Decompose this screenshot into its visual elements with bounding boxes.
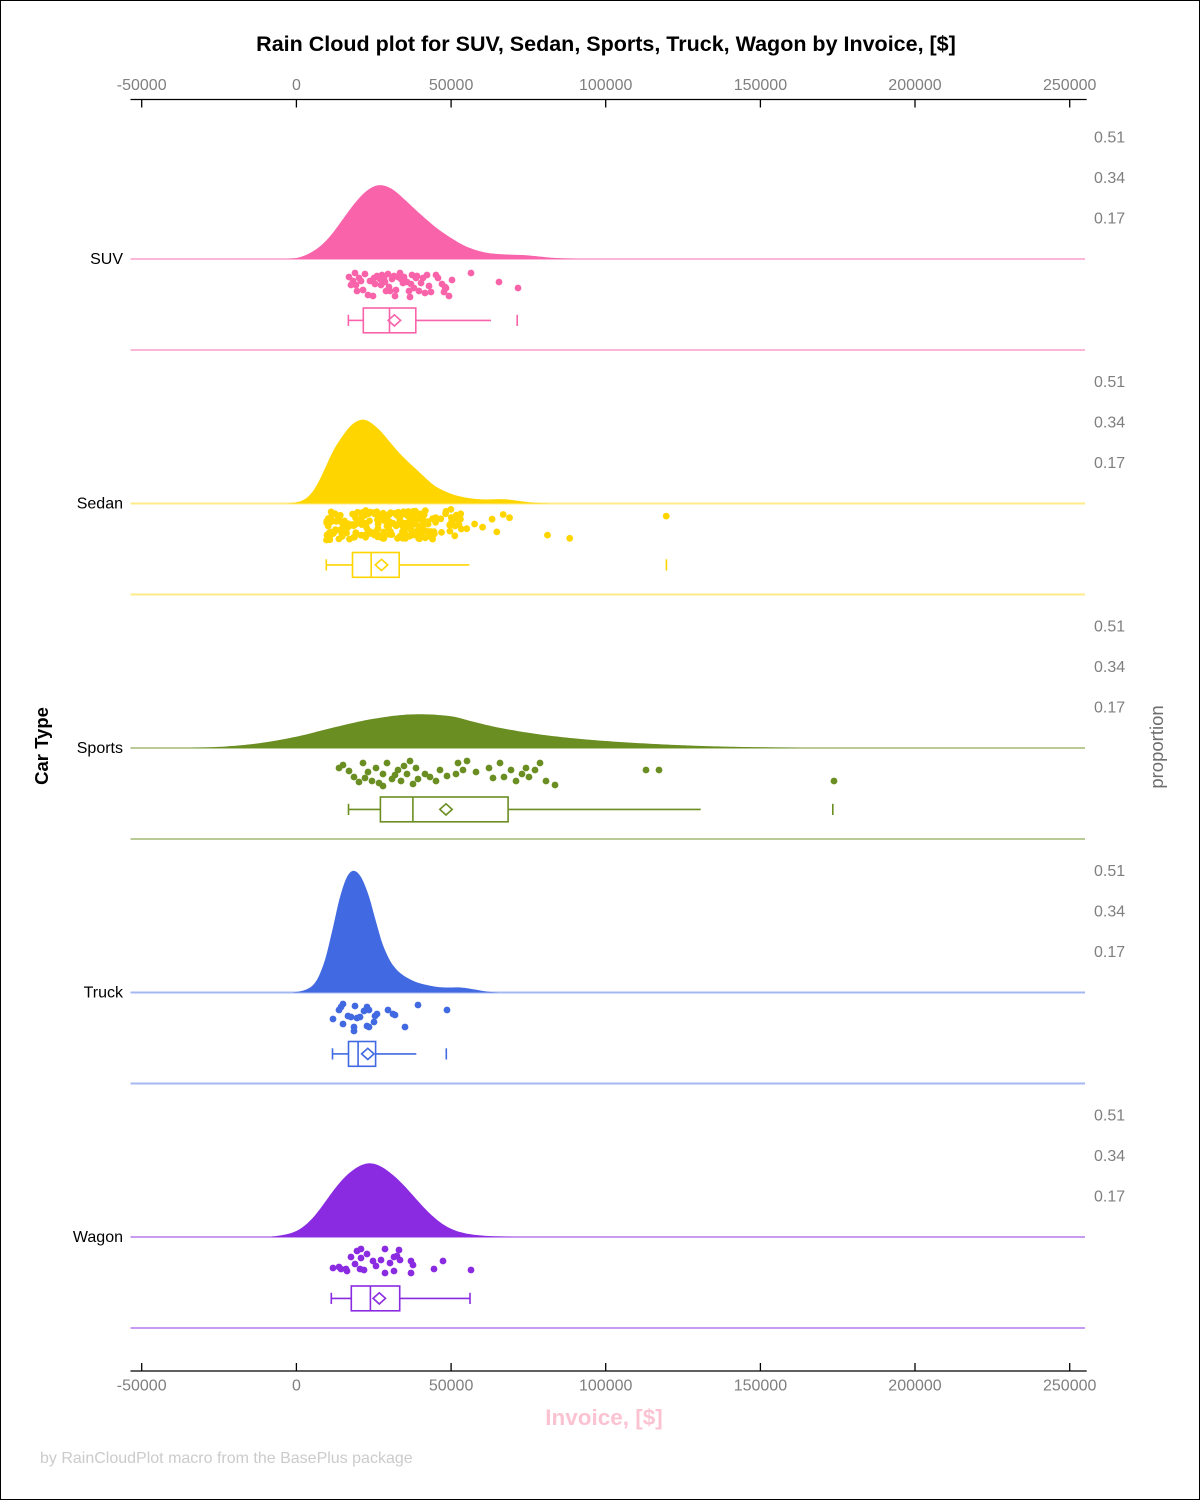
svg-text:by RainCloudPlot macro from th: by RainCloudPlot macro from the BasePlus… (40, 1450, 413, 1467)
svg-text:0.51: 0.51 (1094, 1108, 1125, 1125)
svg-text:-50000: -50000 (117, 77, 167, 94)
svg-text:0.17: 0.17 (1094, 455, 1125, 472)
svg-text:0.17: 0.17 (1094, 700, 1125, 717)
svg-text:Sedan: Sedan (77, 496, 123, 513)
svg-text:0.51: 0.51 (1094, 619, 1125, 636)
svg-text:0.17: 0.17 (1094, 211, 1125, 228)
svg-text:200000: 200000 (888, 77, 941, 94)
svg-text:50000: 50000 (429, 77, 474, 94)
svg-text:0: 0 (292, 1378, 301, 1395)
svg-text:0.51: 0.51 (1094, 130, 1125, 147)
svg-text:Wagon: Wagon (73, 1229, 123, 1246)
svg-text:Car Type: Car Type (31, 707, 52, 785)
svg-text:Sports: Sports (77, 740, 123, 757)
svg-text:250000: 250000 (1043, 77, 1096, 94)
svg-text:0.34: 0.34 (1094, 904, 1125, 921)
svg-text:0.17: 0.17 (1094, 944, 1125, 961)
svg-text:250000: 250000 (1043, 1378, 1096, 1395)
svg-text:0.17: 0.17 (1094, 1189, 1125, 1206)
svg-text:100000: 100000 (579, 1378, 632, 1395)
svg-text:0.51: 0.51 (1094, 863, 1125, 880)
svg-text:0.34: 0.34 (1094, 659, 1125, 676)
svg-text:0: 0 (292, 77, 301, 94)
svg-text:0.51: 0.51 (1094, 374, 1125, 391)
svg-text:Truck: Truck (84, 985, 124, 1002)
svg-text:0.34: 0.34 (1094, 170, 1125, 187)
svg-text:0.34: 0.34 (1094, 1148, 1125, 1165)
svg-text:200000: 200000 (888, 1378, 941, 1395)
svg-text:Rain Cloud plot for SUV, Sedan: Rain Cloud plot for SUV, Sedan, Sports, … (256, 32, 956, 56)
svg-text:150000: 150000 (734, 77, 787, 94)
svg-text:100000: 100000 (579, 77, 632, 94)
svg-text:proportion: proportion (1146, 705, 1167, 788)
svg-text:0.34: 0.34 (1094, 415, 1125, 432)
svg-text:150000: 150000 (734, 1378, 787, 1395)
svg-text:-50000: -50000 (117, 1378, 167, 1395)
svg-text:SUV: SUV (90, 251, 123, 268)
svg-text:Invoice, [$]: Invoice, [$] (545, 1405, 663, 1430)
svg-text:50000: 50000 (429, 1378, 474, 1395)
